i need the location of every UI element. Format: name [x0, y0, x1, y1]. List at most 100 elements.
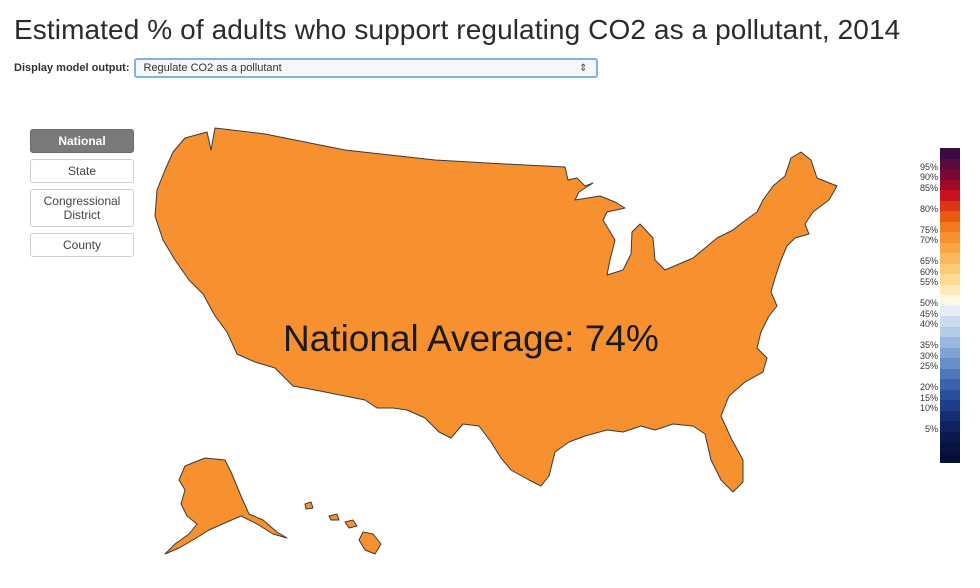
legend-row: 65%: [906, 253, 968, 266]
legend-row: 5%: [906, 421, 968, 434]
legend-row: [906, 431, 968, 442]
legend-swatch: [940, 211, 960, 222]
legend-label: 55%: [919, 277, 938, 287]
congressional-district-button[interactable]: Congressional District: [30, 189, 134, 227]
legend-row: [906, 190, 968, 201]
legend-label: 45%: [919, 308, 938, 319]
legend-swatch: [940, 431, 960, 442]
legend-label: 70%: [919, 235, 938, 245]
alaska-shape[interactable]: [164, 457, 288, 555]
legend-swatch: [940, 442, 960, 453]
legend-swatch: [940, 200, 960, 211]
legend-label: 75%: [919, 224, 938, 235]
legend-swatch: [940, 158, 960, 169]
legend-label: 30%: [919, 350, 938, 361]
county-button[interactable]: County: [30, 233, 134, 257]
us-map-svg: [154, 127, 838, 555]
hawaii-big-island[interactable]: [358, 531, 382, 555]
legend-swatch: [940, 190, 960, 201]
legend-row: 30%: [906, 347, 968, 361]
legend-row: 40%: [906, 316, 968, 329]
legend-swatch: [940, 421, 960, 432]
legend-label: 65%: [919, 256, 938, 266]
legend-row: 90%: [906, 169, 968, 182]
legend-row: 70%: [906, 232, 968, 245]
legend-row: [906, 442, 968, 453]
select-arrows-icon: ⇕: [579, 63, 588, 74]
legend-row: [906, 326, 968, 337]
legend-swatch: [940, 179, 960, 190]
page-title: Estimated % of adults who support regula…: [14, 14, 901, 45]
legend-row: [906, 452, 968, 463]
legend-row: 75%: [906, 221, 968, 235]
legend-row: [906, 211, 968, 222]
legend-swatch: [940, 284, 960, 295]
legend-swatch: [940, 148, 960, 159]
hawaii-oahu[interactable]: [328, 513, 340, 521]
legend-swatch: [940, 242, 960, 253]
legend-row: [906, 368, 968, 379]
legend-label: 20%: [919, 382, 938, 392]
legend-swatch: [940, 326, 960, 337]
color-legend: 95% 90% 85% 80% 75% 70% 65% 60% 55% 50% 45% 40% 35% 3…: [906, 148, 968, 463]
legend-label: 90%: [919, 172, 938, 182]
legend-label: 60%: [919, 266, 938, 277]
legend-swatch: [940, 169, 960, 180]
legend-swatch: [940, 295, 960, 306]
legend-label: 50%: [919, 298, 938, 308]
legend-swatch: [940, 347, 960, 358]
legend-row: 85%: [906, 179, 968, 193]
legend-swatch: [940, 263, 960, 274]
legend-swatch: [940, 253, 960, 264]
model-output-row: Display model output: Regulate CO2 as a …: [14, 58, 598, 78]
state-button[interactable]: State: [30, 159, 134, 183]
legend-swatch: [940, 400, 960, 411]
legend-row: 50%: [906, 295, 968, 308]
legend-label: 40%: [919, 319, 938, 329]
legend-label: 15%: [919, 392, 938, 403]
legend-row: 60%: [906, 263, 968, 277]
national-average-label: National Average: 74%: [283, 318, 659, 359]
national-button[interactable]: National: [30, 129, 134, 153]
geography-level-buttons: National State Congressional District Co…: [30, 129, 134, 263]
legend-label: 80%: [919, 203, 938, 214]
legend-label: 10%: [919, 403, 938, 413]
model-output-selected-value: Regulate CO2 as a pollutant: [143, 62, 282, 74]
legend-swatch: [940, 337, 960, 348]
model-output-label: Display model output:: [14, 62, 130, 74]
legend-row: [906, 284, 968, 295]
hawaii-kauai[interactable]: [304, 501, 314, 510]
legend-swatch: [940, 452, 960, 463]
legend-swatch: [940, 389, 960, 400]
legend-row: 15%: [906, 389, 968, 403]
legend-swatch: [940, 379, 960, 390]
legend-row: 55%: [906, 274, 968, 287]
legend-swatch: [940, 221, 960, 232]
legend-swatch: [940, 368, 960, 379]
legend-label: 85%: [919, 182, 938, 193]
legend-label: 5%: [924, 424, 938, 434]
legend-label: 35%: [919, 340, 938, 350]
legend-swatch: [940, 410, 960, 421]
legend-row: 45%: [906, 305, 968, 319]
legend-row: 10%: [906, 400, 968, 413]
legend-label: 95%: [919, 161, 938, 172]
hawaii-maui[interactable]: [344, 519, 358, 529]
legend-row: [906, 148, 968, 159]
legend-swatch: [940, 316, 960, 327]
legend-row: 25%: [906, 358, 968, 371]
legend-swatch: [940, 274, 960, 285]
legend-label: 25%: [919, 361, 938, 371]
legend-row: 20%: [906, 379, 968, 392]
legend-row: [906, 242, 968, 253]
us-map[interactable]: [145, 120, 845, 565]
legend-swatch: [940, 358, 960, 369]
legend-row: [906, 410, 968, 421]
legend-row: 80%: [906, 200, 968, 214]
legend-row: 35%: [906, 337, 968, 350]
contiguous-us-shape[interactable]: [154, 127, 838, 493]
model-output-select[interactable]: Regulate CO2 as a pollutant ⇕: [133, 58, 598, 78]
legend-swatch: [940, 305, 960, 316]
legend-row: 95%: [906, 158, 968, 172]
legend-swatch: [940, 232, 960, 243]
